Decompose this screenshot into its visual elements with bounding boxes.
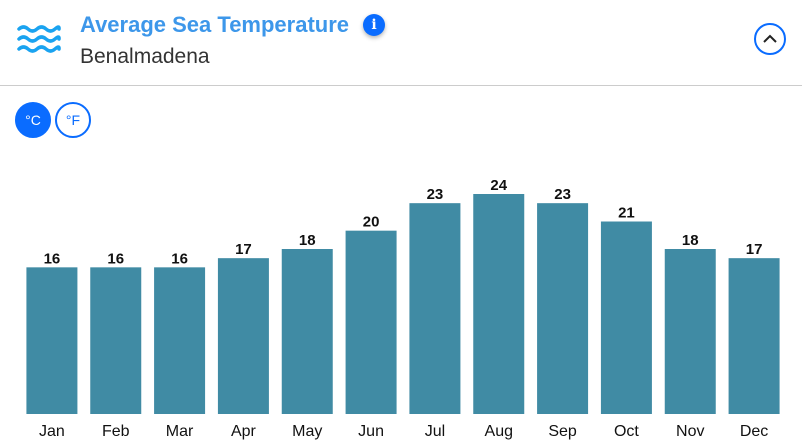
bar-chart: 16 Jan 16 Feb 16 Mar 17 Apr 18 May 20 Jun 23 Jul 24 Aug…	[26, 177, 780, 440]
value-label: 18	[299, 232, 316, 249]
bar-mar	[154, 267, 206, 414]
bar-feb	[90, 267, 142, 414]
fahrenheit-toggle[interactable]: °F	[55, 102, 91, 138]
bar-sep	[537, 203, 589, 414]
value-label: 24	[490, 177, 507, 194]
month-label: Nov	[676, 423, 704, 440]
title-row: Average Sea Temperature i	[80, 12, 386, 38]
value-label: 20	[363, 214, 380, 231]
page-title: Average Sea Temperature	[80, 12, 350, 37]
value-label: 23	[427, 186, 444, 203]
month-label: Jul	[425, 423, 445, 440]
waves-icon	[17, 25, 61, 53]
location-subtitle: Benalmadena	[80, 45, 210, 68]
info-icon[interactable]: i	[363, 14, 386, 36]
month-label: Oct	[614, 423, 639, 440]
value-label: 17	[746, 241, 763, 258]
bar-nov	[664, 249, 716, 414]
value-label: 23	[554, 186, 571, 203]
value-label: 16	[171, 250, 188, 267]
bar-oct	[600, 221, 652, 414]
bar-aug	[473, 194, 525, 414]
celsius-toggle[interactable]: °C	[15, 102, 51, 138]
month-label: Mar	[166, 423, 194, 440]
value-label: 16	[107, 250, 124, 267]
month-label: Jun	[358, 423, 384, 440]
value-label: 21	[618, 205, 635, 222]
month-label: Jan	[39, 423, 65, 440]
value-label: 18	[682, 232, 699, 249]
bar-jun	[345, 230, 397, 414]
bar-dec	[728, 258, 780, 414]
month-label: Sep	[548, 423, 577, 440]
value-label: 16	[44, 250, 61, 267]
month-label: Feb	[102, 423, 130, 440]
month-label: Dec	[740, 423, 768, 440]
bar-apr	[217, 258, 269, 414]
collapse-button[interactable]	[754, 23, 786, 55]
bar-jul	[409, 203, 461, 414]
value-label: 17	[235, 241, 252, 258]
bar-jan	[26, 267, 78, 414]
bar-may	[281, 249, 333, 414]
month-label: May	[292, 423, 322, 440]
chevron-up-icon	[763, 34, 777, 43]
month-label: Apr	[231, 423, 257, 440]
month-label: Aug	[485, 423, 513, 440]
divider	[0, 85, 802, 86]
